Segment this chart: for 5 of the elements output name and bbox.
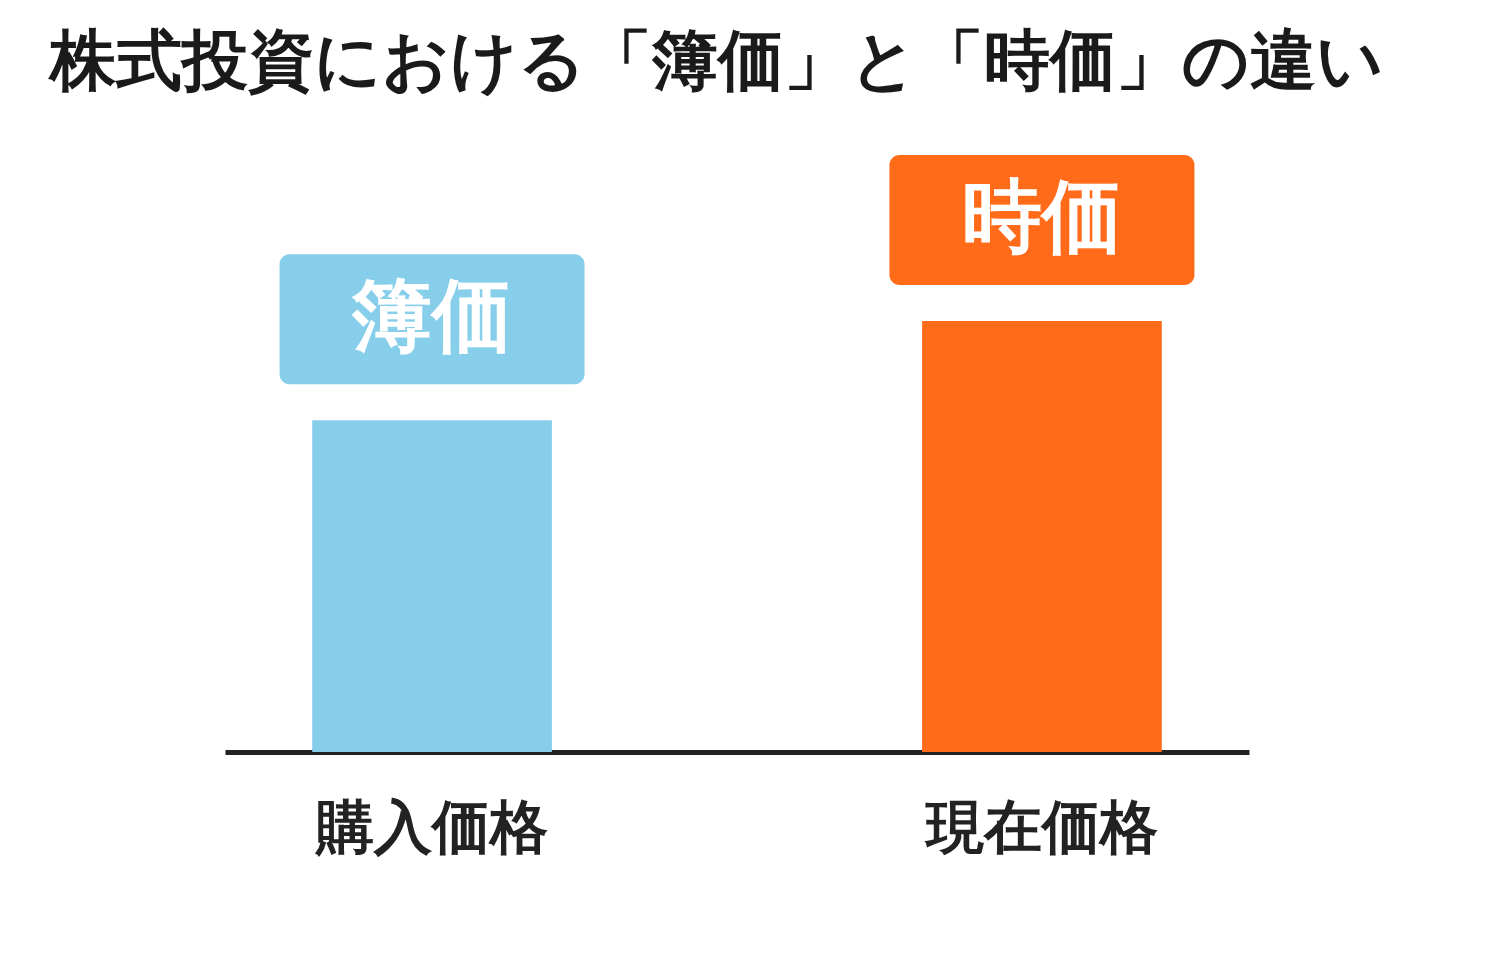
series-label: 時価 (961, 170, 1122, 263)
chart-title: 株式投資における「簿価」と「時価」の違い (48, 22, 1384, 99)
x-tick-label: 現在価格 (923, 792, 1158, 861)
series-label: 簿価 (351, 269, 513, 363)
x-tick-label: 購入価格 (314, 792, 549, 861)
